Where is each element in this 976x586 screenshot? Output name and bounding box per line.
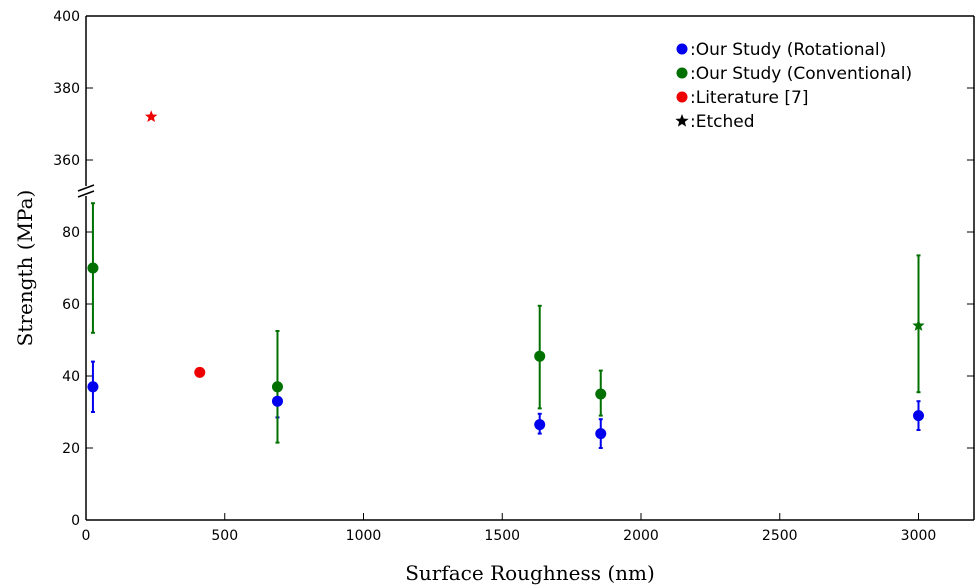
legend-marker xyxy=(676,67,688,79)
data-point xyxy=(87,381,99,393)
data-point xyxy=(194,366,206,378)
legend-marker-star xyxy=(675,114,689,127)
data-markers xyxy=(87,110,925,440)
y-tick-label: 20 xyxy=(62,441,80,457)
y-tick-label: 80 xyxy=(62,225,80,241)
legend-marker xyxy=(676,43,688,55)
data-point xyxy=(271,381,283,393)
x-tick-label: 2500 xyxy=(762,528,798,544)
data-point xyxy=(595,428,607,440)
legend-label: :Etched xyxy=(690,112,755,132)
axis-ticks: 0 500 1000 1500 2000 2500 3000 0 20 40 60 80 360 380 4… xyxy=(53,9,974,544)
x-tick-label: 3000 xyxy=(901,528,937,544)
x-tick-label: 1500 xyxy=(484,528,520,544)
data-point-star xyxy=(145,110,158,123)
legend-marker xyxy=(676,91,688,103)
data-point xyxy=(271,395,283,407)
data-point xyxy=(595,388,607,400)
y-tick-label: 360 xyxy=(53,153,80,169)
data-point xyxy=(534,350,546,362)
x-tick-label: 0 xyxy=(82,528,91,544)
data-point xyxy=(913,410,924,422)
y-axis-title: Strength (MPa) xyxy=(13,190,37,347)
axis-break-mark xyxy=(77,184,95,198)
legend: :Our Study (Rotational) :Our Study (Conve… xyxy=(675,40,912,132)
legend-label: :Literature [7] xyxy=(690,88,808,108)
y-tick-label: 380 xyxy=(53,81,80,97)
data-point-star xyxy=(912,319,925,331)
x-axis-title: Surface Roughness (nm) xyxy=(405,561,655,585)
x-tick-label: 2000 xyxy=(623,528,659,544)
y-tick-label: 60 xyxy=(62,297,80,313)
data-point xyxy=(87,262,99,274)
legend-label: :Our Study (Rotational) xyxy=(690,40,886,60)
y-tick-label: 40 xyxy=(62,369,80,385)
x-tick-label: 1000 xyxy=(346,528,382,544)
x-tick-label: 500 xyxy=(211,528,238,544)
data-point xyxy=(534,419,546,431)
legend-label: :Our Study (Conventional) xyxy=(690,64,912,84)
plot-area xyxy=(86,16,974,520)
y-tick-label: 400 xyxy=(53,9,80,25)
y-tick-label: 0 xyxy=(71,513,80,529)
